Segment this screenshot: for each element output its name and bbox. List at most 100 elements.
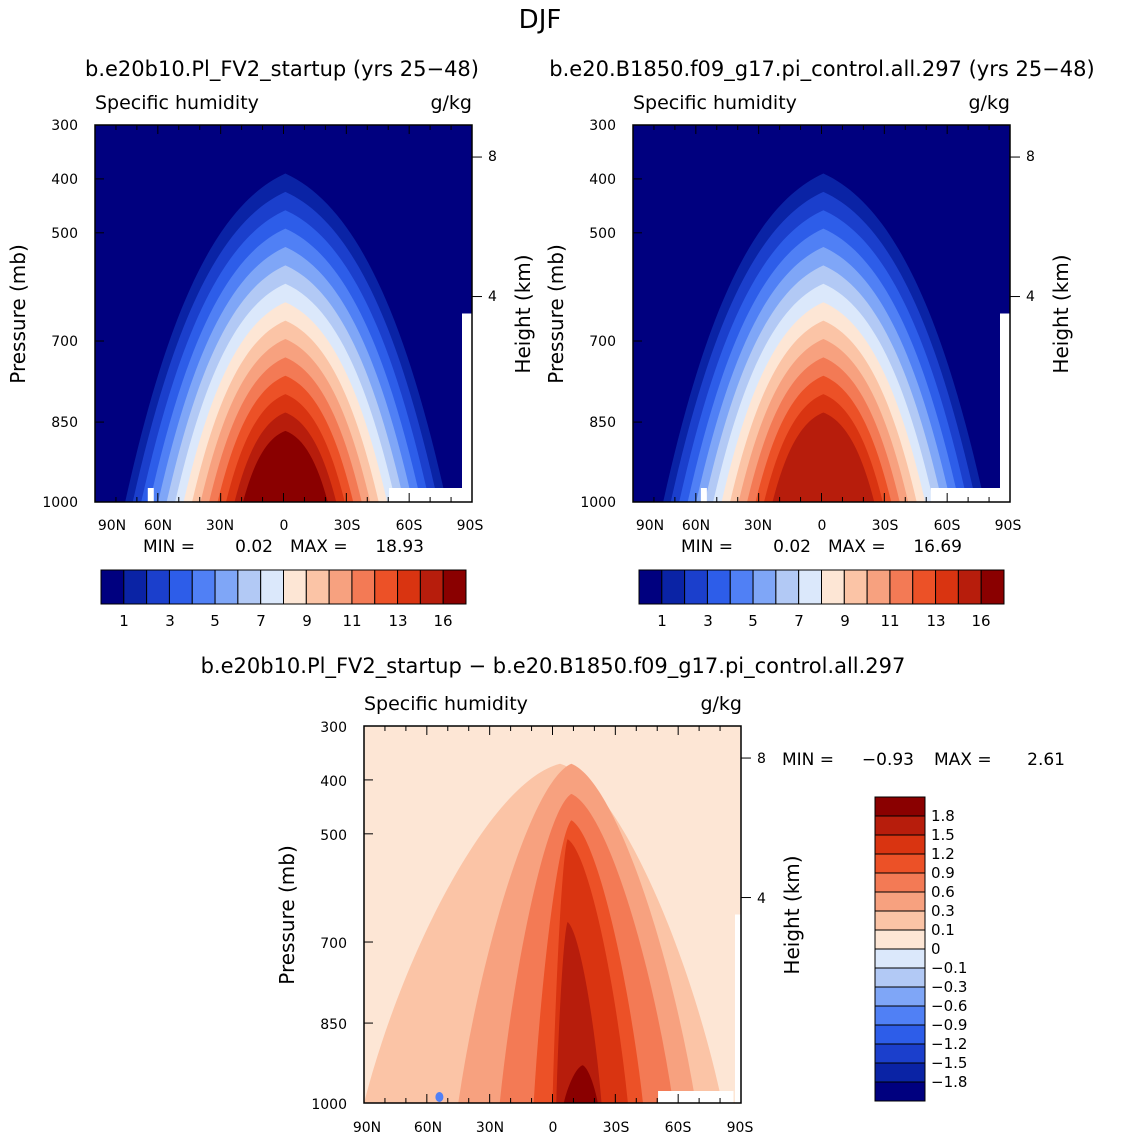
colorbar-box-11 [874,1005,926,1026]
colorbar-box-2 [874,834,926,855]
colorbar-box-8 [821,569,845,605]
colorbar-box-5 [214,569,239,605]
colorbar-box-1 [874,815,926,836]
panel-1-cb-label-16: 16 [433,612,452,630]
panel-3-cb-label-0: 1.8 [931,807,955,825]
colorbar-box-10 [328,569,353,605]
panel-3-cb-label-13: −1.5 [931,1054,967,1072]
colorbar-box-2 [146,569,170,605]
panel-1-xtick-90s: 90S [457,518,484,534]
panel-3-ylabel-right: Height (km) [780,855,804,974]
panel-1-contour-field [95,125,472,503]
panel-3-cb-label-10: −0.6 [931,997,967,1015]
panel-3-cb-label-3: 0.9 [931,864,955,882]
panel-1-xtick-60s: 60S [396,518,423,534]
panel-1-cb-label-13: 13 [388,612,407,630]
panel-2-cb-label-11: 11 [880,612,899,630]
panel-3-ytick-850: 850 [320,1017,347,1033]
panel-3-max-label: MAX = [934,750,992,770]
panel-3-cb-label-11: −0.9 [931,1016,967,1034]
colorbar-box-13 [397,569,421,605]
panel-3-field-label: Specific humidity [364,693,528,715]
panel-2-title: b.e20.B1850.f09_g17.pi_control.all.297 (… [549,57,1094,82]
diff-level-6 [556,922,602,1103]
panel-3-xtick-60s: 60S [665,1120,692,1136]
panel-1-xtick-0: 0 [280,518,289,534]
panel-2-min-value: 0.02 [773,537,811,557]
panel-3-cb-label-4: 0.6 [931,883,955,901]
panel-1-ylabel-right: Height (km) [511,254,535,373]
panel-1-cb-label-5: 5 [210,612,220,630]
panel-3-ytick-400: 400 [320,774,347,790]
colorbar-box-9 [874,967,926,988]
panel-3-xtick-0: 0 [549,1120,558,1136]
colorbar-box-8 [874,948,926,969]
panel-1-ticks [94,124,482,503]
missing-data-north [700,488,707,502]
panel-2-ylabel-right: Height (km) [1049,254,1073,373]
colorbar-box-14 [419,569,444,605]
panel-3-cb-label-8: −0.1 [931,959,967,977]
panel-2-ytick-1000: 1000 [580,495,616,511]
panel-3-units: g/kg [700,693,742,715]
colorbar-box-1 [661,569,686,605]
panel-3-colorbar [874,796,926,1102]
contour-level-14 [772,412,875,502]
panel-3-ytick-500: 500 [320,828,347,844]
missing-data-south [930,488,1000,502]
panel-1-max-label: MAX = [290,537,348,557]
missing-data-south [389,488,462,502]
panel-2-max-value: 16.69 [913,537,962,557]
colorbar-box-0 [874,796,926,817]
panel-1-title: b.e20b10.Pl_FV2_startup (yrs 25−48) [85,57,479,82]
panel-2-xtick-30s: 30S [872,518,899,534]
panel-3-cb-label-6: 0.1 [931,921,955,939]
panel-3-min-label: MIN = [782,750,834,770]
colorbar-box-12 [874,1024,926,1045]
colorbar-box-2 [684,569,708,605]
panel-2-ytick-850: 850 [589,415,616,431]
panel-3-cb-label-2: 1.2 [931,845,955,863]
missing-data-edge [1000,313,1010,502]
colorbar-box-13 [874,1043,926,1064]
colorbar-box-12 [374,569,399,605]
panel-2-contour-field [633,125,1010,503]
panel-3-cb-label-12: −1.2 [931,1035,967,1053]
panel-1-ytick-850: 850 [51,415,78,431]
colorbar-box-4 [191,569,216,605]
colorbar-box-10 [874,986,926,1007]
panel-2-ytick-300: 300 [589,118,616,134]
panel-2: b.e20.B1850.f09_g17.pi_control.all.297 (… [544,57,1095,630]
panel-3-cb-label-9: −0.3 [931,978,967,996]
colorbar-box-10 [866,569,891,605]
contour-level-15 [242,430,328,502]
panel-1-cb-label-7: 7 [256,612,266,630]
diff-negative-spot [435,1092,444,1102]
panel-1-cb-label-3: 3 [165,612,175,630]
panel-2-cb-label-13: 13 [926,612,945,630]
colorbar-box-7 [260,569,284,605]
missing-data-north [147,488,154,502]
panel-3-ytick-700: 700 [320,936,347,952]
panel-1-xtick-30n: 30N [206,518,234,534]
colorbar-box-11 [351,569,376,605]
panel-3: b.e20b10.Pl_FV2_startup − b.e20.B1850.f0… [201,654,1065,1136]
colorbar-box-15 [874,1081,926,1102]
panel-3-htick-8: 8 [757,751,766,767]
panel-2-cb-label-5: 5 [748,612,758,630]
colorbar-box-14 [957,569,982,605]
panel-3-xtick-30s: 30S [603,1120,630,1136]
colorbar-box-11 [889,569,914,605]
panel-3-ticks [363,725,751,1104]
colorbar-box-6 [775,569,800,605]
panel-3-cb-label-14: −1.8 [931,1073,967,1091]
colorbar-box-4 [729,569,754,605]
colorbar-box-3 [168,569,193,605]
panel-1-xtick-60n: 60N [144,518,172,534]
panel-1-ytick-400: 400 [51,172,78,188]
colorbar-box-1 [123,569,148,605]
panel-2-units: g/kg [968,92,1010,114]
colorbar-box-5 [874,891,926,912]
colorbar-box-0 [638,569,663,605]
colorbar-box-15 [442,569,467,605]
